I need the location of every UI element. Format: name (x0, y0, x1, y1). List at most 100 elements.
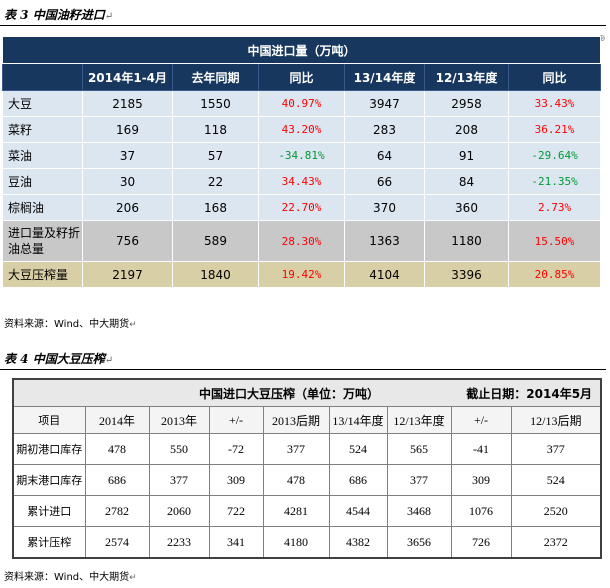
row-label: 大豆压榨量 (2, 261, 83, 288)
table-cell: 37 (82, 142, 173, 169)
table-cell: 686 (84, 464, 150, 496)
table4-header-cell: 项目 (12, 406, 86, 434)
table-cell: 4104 (344, 261, 425, 288)
paragraph-mark-icon: ↵ (104, 11, 114, 22)
table-row: 进口量及籽折油总量 756 589 28.30% 1363 1180 15.50… (2, 220, 602, 262)
row-label: 棕榈油 (2, 194, 83, 221)
table-cell: 2197 (82, 261, 173, 288)
yoy-cell: -21.35% (507, 168, 602, 195)
yoy-cell: 28.30% (258, 220, 345, 262)
table4-header-cell: 12/13年度 (386, 406, 452, 434)
table-cell: 478 (84, 433, 150, 465)
table-cell: 756 (82, 220, 173, 262)
table4-title-row: 中国进口大豆压榨（单位：万吨） 截止日期：2014年5月 (12, 378, 602, 407)
table-cell: 309 (208, 464, 264, 496)
paragraph-mark-icon: ↵ (129, 573, 137, 583)
table-cell: 2233 (148, 526, 210, 559)
table3-header-row: 2014年1-4月 去年同期 同比 13/14年度 12/13年度 同比 (2, 63, 602, 91)
table4-header-cell: 2013后期 (262, 406, 330, 434)
table-cell: 565 (386, 433, 452, 465)
yoy-cell: 36.21% (507, 116, 602, 143)
table-cell: 377 (386, 464, 452, 496)
table-row: 菜籽 169 118 43.20% 283 208 36.21% (2, 116, 602, 143)
table-cell: 2958 (424, 90, 509, 117)
table-cell: 341 (208, 526, 264, 559)
table-cell: 1363 (344, 220, 425, 262)
row-label: 期初港口库存 (12, 433, 86, 465)
table-cell: 91 (424, 142, 509, 169)
table-cell: 3656 (386, 526, 452, 559)
table-cell: 3947 (344, 90, 425, 117)
table-cell: 283 (344, 116, 425, 143)
table-cell: 57 (172, 142, 259, 169)
table-cell: 4382 (328, 526, 388, 559)
table-cell: 4544 (328, 495, 388, 527)
yoy-cell: -29.64% (507, 142, 602, 169)
table4-header-cell: +/- (208, 406, 264, 434)
table4-header-cell: 13/14年度 (328, 406, 388, 434)
table-cell: 30 (82, 168, 173, 195)
yoy-cell: 43.20% (258, 116, 345, 143)
row-label: 豆油 (2, 168, 83, 195)
table-cell: 3396 (424, 261, 509, 288)
table3-caption-text: 表 3 中国油籽进口 (4, 8, 105, 22)
table-cell: 2060 (148, 495, 210, 527)
table-cell: 589 (172, 220, 259, 262)
table-anchor-icon: ⊕ (598, 34, 606, 44)
table-cell: 4180 (262, 526, 330, 559)
table3-header-cell: 去年同期 (172, 63, 259, 91)
table3-source: 资料来源：Wind、中大期货↵ (4, 315, 137, 330)
paragraph-mark-icon: ↵ (129, 320, 137, 330)
table-row: 棕榈油 206 168 22.70% 370 360 2.73% (2, 194, 602, 221)
table-cell: 66 (344, 168, 425, 195)
table-cell: 168 (172, 194, 259, 221)
table4-caption: 表 4 中国大豆压榨↵ (4, 350, 113, 367)
row-label: 进口量及籽折油总量 (2, 220, 83, 262)
yoy-cell: 20.85% (507, 261, 602, 288)
table-row: 累计进口 2782 2060 722 4281 4544 3468 1076 2… (12, 495, 602, 527)
table-cell: 22 (172, 168, 259, 195)
row-label: 菜籽 (2, 116, 83, 143)
yoy-cell: 19.42% (258, 261, 345, 288)
caption-rule (0, 369, 606, 370)
table3-source-text: 资料来源：Wind、中大期货 (4, 319, 130, 330)
table3-header-cell: 2014年1-4月 (82, 63, 173, 91)
yoy-cell: 22.70% (258, 194, 345, 221)
table-cell: 2520 (510, 495, 602, 527)
table4-deadline: 截止日期：2014年5月 (387, 378, 602, 407)
table4-header-cell: 12/13后期 (510, 406, 602, 434)
table4-source: 资料来源：Wind、中大期货↵ (4, 568, 137, 583)
table-cell: 206 (82, 194, 173, 221)
table-cell: 550 (148, 433, 210, 465)
table-cell: 169 (82, 116, 173, 143)
table-cell: 1550 (172, 90, 259, 117)
table-cell: 84 (424, 168, 509, 195)
table-cell: 2782 (84, 495, 150, 527)
table3-header-cell: 同比 (258, 63, 345, 91)
yoy-cell: 34.43% (258, 168, 345, 195)
table-row: 大豆压榨量 2197 1840 19.42% 4104 3396 20.85% (2, 261, 602, 288)
table-cell: 2185 (82, 90, 173, 117)
table-cell: 726 (450, 526, 512, 559)
table-cell: 377 (510, 433, 602, 465)
table-row: 菜油 37 57 -34.81% 64 91 -29.64% (2, 142, 602, 169)
yoy-cell: 33.43% (507, 90, 602, 117)
table-row: 期初港口库存 478 550 -72 377 524 565 -41 377 (12, 433, 602, 465)
row-label: 期末港口库存 (12, 464, 86, 496)
caption-rule (0, 25, 606, 26)
table-cell: 2574 (84, 526, 150, 559)
table4-header-row: 项目 2014年 2013年 +/- 2013后期 13/14年度 12/13年… (12, 406, 602, 434)
table-cell: 478 (262, 464, 330, 496)
yoy-cell: -34.81% (258, 142, 345, 169)
table-cell: 370 (344, 194, 425, 221)
table-cell: 309 (450, 464, 512, 496)
table3-caption: 表 3 中国油籽进口↵ (4, 6, 113, 23)
table-cell: 64 (344, 142, 425, 169)
table4-header-cell: 2014年 (84, 406, 150, 434)
table-row: 大豆 2185 1550 40.97% 3947 2958 33.43% (2, 90, 602, 117)
table4-title: 中国进口大豆压榨（单位：万吨） (12, 378, 388, 407)
table4-soy-crush: 中国进口大豆压榨（单位：万吨） 截止日期：2014年5月 项目 2014年 20… (12, 378, 603, 559)
row-label: 累计压榨 (12, 526, 86, 559)
table-cell: 686 (328, 464, 388, 496)
table3-header-cell: 同比 (507, 63, 602, 91)
